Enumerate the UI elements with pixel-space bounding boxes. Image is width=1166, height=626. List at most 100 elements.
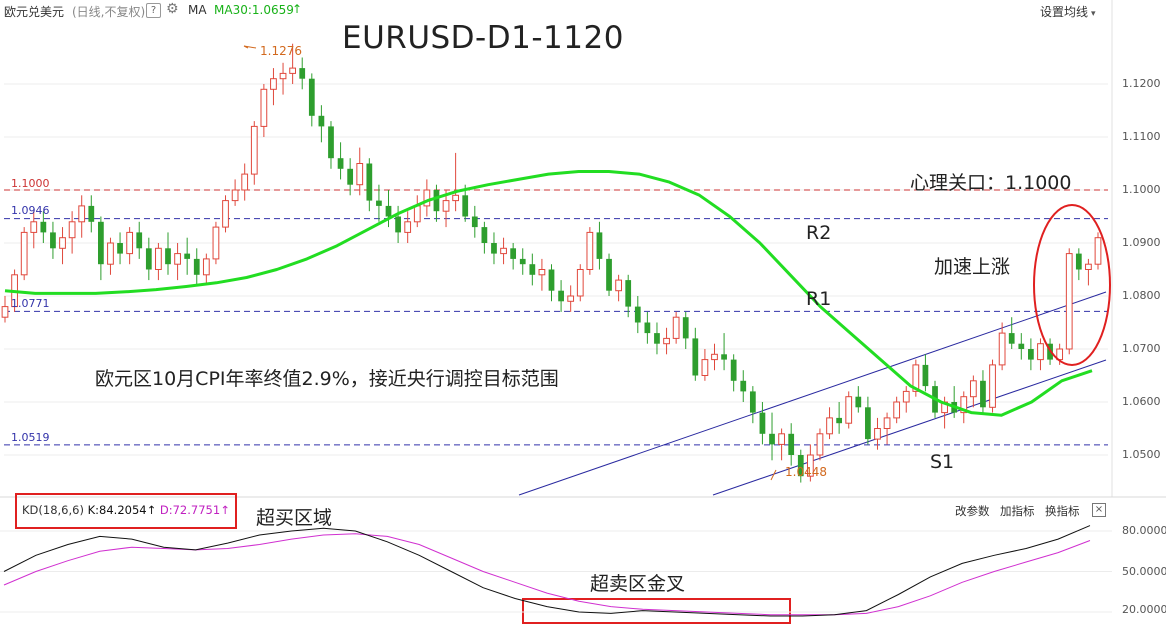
candle-body (788, 433, 795, 455)
level-label-10946: 1.0946 (11, 204, 50, 217)
candle-body (711, 353, 718, 361)
channel-upper-line (518, 291, 1107, 496)
kd-axis-50: 50.0000 (1122, 565, 1166, 578)
kd-k-arrow-icon: ↑ (146, 503, 157, 517)
candle-body (625, 280, 632, 307)
candle-body (385, 205, 392, 217)
candle-body (548, 269, 555, 291)
y-tick-label: 1.1000 (1122, 183, 1161, 196)
kd-indicator-name: KD(18,6,6) (22, 503, 84, 517)
candle-body (1028, 349, 1034, 360)
acceleration-ellipse (1033, 204, 1111, 366)
candle-body (366, 163, 373, 201)
psych-level-note: 心理关口：1.1000 (910, 172, 1072, 194)
golden-cross-highlight (522, 598, 791, 624)
price-grid (0, 0, 1166, 498)
candle-body (586, 231, 594, 270)
add-indicator-button[interactable]: 加指标 (1000, 504, 1035, 518)
y-tick-label: 1.0700 (1122, 342, 1161, 355)
candle-body (682, 317, 689, 339)
candle-body (980, 380, 986, 408)
candle-body (701, 359, 709, 377)
candle-body (452, 194, 459, 202)
candle-body (654, 333, 660, 344)
candle-body (413, 205, 421, 223)
close-icon[interactable]: × (1092, 503, 1106, 517)
accel-note: 加速上涨 (934, 256, 1011, 278)
candle-body (912, 364, 920, 392)
candle-body (356, 163, 364, 186)
candle-body (155, 247, 162, 271)
y-tick-label: 1.0500 (1122, 448, 1161, 461)
candle-body (20, 231, 28, 276)
y-tick-label: 1.1100 (1122, 130, 1161, 143)
kd-legend: KD(18,6,6) K:84.2054↑ D:72.7751↑ (22, 503, 230, 517)
high-price-label: 1.1276 (260, 44, 302, 58)
candle-body (117, 243, 123, 254)
overbought-note: 超买区域 (256, 507, 333, 529)
candle-body (222, 200, 229, 228)
kd-k-value: K:84.2054 (87, 503, 147, 517)
candle-body (672, 316, 680, 339)
kd-lines (3, 525, 1091, 617)
candle-body (462, 195, 469, 217)
candle-body (270, 78, 277, 90)
candle-body (749, 391, 756, 413)
kd-d-arrow-icon: ↑ (220, 503, 230, 517)
candle-body (68, 221, 76, 239)
set-ma-button[interactable]: 设置均线 ▾ (1040, 3, 1096, 20)
candle-body (576, 269, 584, 297)
candle-body (433, 190, 440, 212)
candle-body (337, 158, 344, 169)
candle-body (212, 226, 220, 260)
kd-axis-80: 80.0000 (1122, 524, 1166, 537)
candle-body (308, 78, 315, 116)
candle-body (836, 417, 843, 424)
candle-body (606, 258, 612, 291)
candle-body (692, 338, 699, 376)
candle-body (596, 232, 603, 259)
candle-body (759, 412, 766, 434)
candle-body (1075, 253, 1082, 270)
candle-body (184, 253, 191, 259)
candle-body (241, 173, 249, 191)
channel-lower-line (712, 359, 1107, 496)
chart-mode: (日线,不复权) (72, 5, 146, 19)
ma-label: MA (188, 3, 207, 17)
candle-body (260, 88, 268, 127)
candle-body (395, 216, 401, 233)
r2-label: R2 (806, 222, 832, 244)
candle-body (826, 417, 833, 435)
edit-params-button[interactable]: 改参数 (955, 504, 990, 518)
candle-body (50, 232, 56, 249)
candle-body (202, 258, 210, 276)
candle-body (663, 337, 670, 345)
candle-body (922, 364, 929, 387)
candle-body (88, 205, 95, 222)
level-label-1100: 1.1000 (11, 177, 50, 190)
s1-label: S1 (930, 451, 955, 473)
kd-k-line (3, 525, 1091, 617)
y-tick-label: 1.0600 (1122, 395, 1161, 408)
y-tick-label: 1.1200 (1122, 77, 1161, 90)
candle-body (78, 205, 86, 223)
candle-body (1018, 343, 1025, 349)
candle-body (1085, 263, 1092, 271)
golden-cross-note: 超卖区金叉 (590, 573, 686, 595)
help-button[interactable]: ? (146, 3, 161, 18)
switch-indicator-button[interactable]: 换指标 (1045, 504, 1080, 518)
gear-icon[interactable]: ⚙ (166, 1, 179, 17)
candle-body (347, 168, 354, 185)
candle-body (883, 417, 891, 429)
level-lines (4, 189, 1108, 446)
candle-body (615, 279, 622, 292)
candle-body (98, 221, 104, 265)
candle-body (40, 221, 47, 233)
level-label-10771: 1.0771 (11, 297, 50, 310)
r1-label: R1 (806, 288, 832, 310)
candle-body (404, 221, 412, 233)
candle-body (174, 253, 181, 265)
candle-body (634, 306, 641, 323)
symbol-name: 欧元兑美元 (4, 5, 65, 19)
